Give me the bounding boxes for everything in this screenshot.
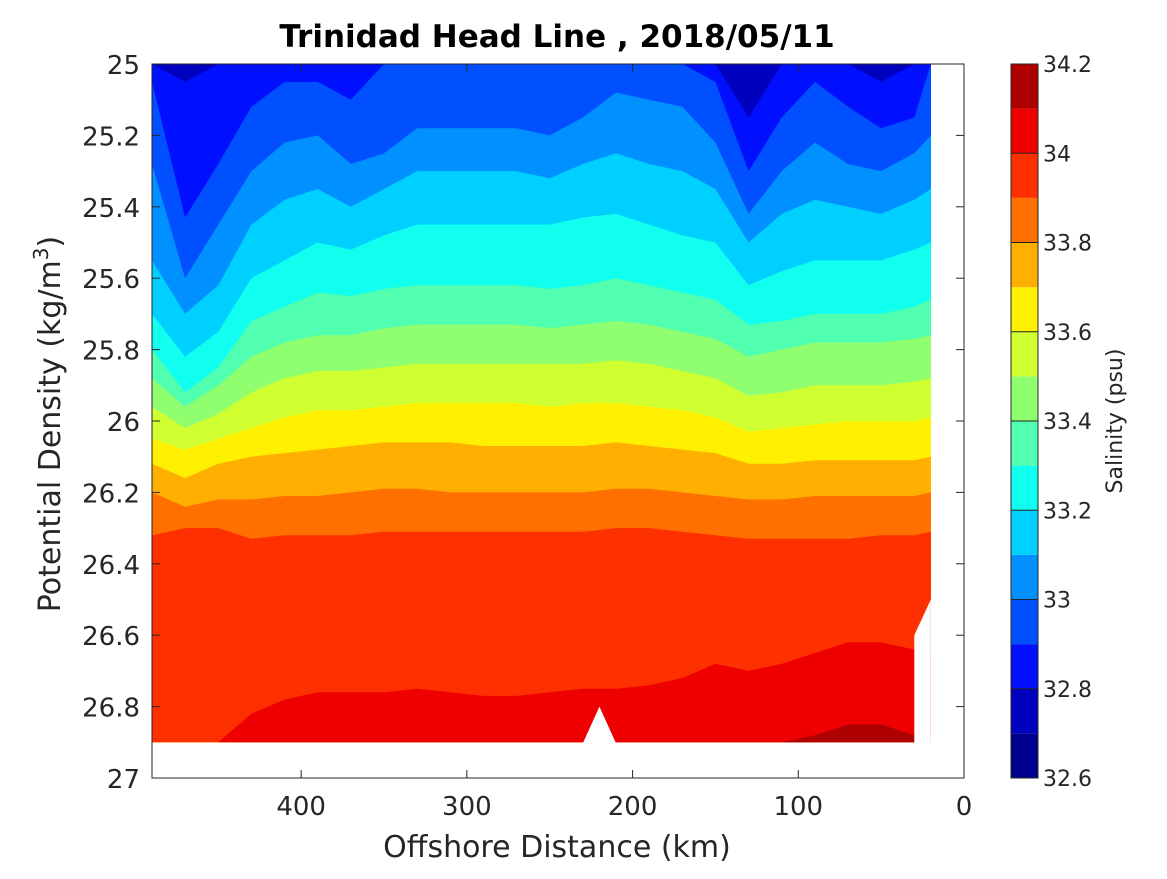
colorbar-swatch-15	[1011, 108, 1038, 154]
data-gap-nearshore	[914, 599, 931, 744]
x-tick-label: 0	[956, 792, 973, 822]
colorbar-tick-label: 33.8	[1043, 232, 1092, 257]
colorbar-swatch-2	[1011, 688, 1038, 734]
y-tick-label: 26	[107, 408, 140, 438]
colorbar-tick-label: 33	[1043, 589, 1071, 614]
x-tick-label: 200	[608, 792, 658, 822]
colorbar-swatch-9	[1011, 376, 1038, 421]
y-axis-label-superscript: 3	[29, 247, 53, 260]
y-tick-label: 25.6	[82, 265, 140, 295]
colorbar-tick-label: 33.2	[1043, 499, 1092, 524]
colorbar-swatch-10	[1011, 331, 1038, 377]
y-tick-label: 25.8	[82, 337, 140, 367]
y-tick-label: 25	[107, 51, 140, 81]
colorbar-swatch-14	[1011, 153, 1038, 198]
colorbar-tick-label: 32.8	[1043, 678, 1092, 703]
data-gap-notch	[582, 706, 616, 744]
y-tick-label: 25.2	[82, 122, 140, 152]
y-axis-label-main: Potential Density (kg/m	[33, 260, 68, 612]
colorbar-swatch-5	[1011, 554, 1038, 600]
colorbar-tick-label: 33.4	[1043, 410, 1092, 435]
colorbar-swatch-3	[1011, 644, 1038, 689]
colorbar-swatch-13	[1011, 197, 1038, 243]
y-tick-label: 27	[107, 765, 140, 795]
colorbar-tick-label: 34	[1043, 142, 1071, 167]
colorbar-swatch-11	[1011, 287, 1038, 332]
axes: 25 25.2 25.4 25.6 25.8 26 26.2 26.4 26.6 26.8 27 40…	[82, 51, 972, 822]
colorbar-swatch-7	[1011, 465, 1038, 511]
contour-plot-area	[152, 64, 931, 744]
colorbar-tick-label: 34.2	[1043, 53, 1092, 78]
y-axis-label: Potential Density (kg/m3)	[29, 236, 68, 612]
colorbar-swatch-8	[1011, 421, 1038, 466]
colorbar-swatch-4	[1011, 599, 1038, 645]
colorbar-label: Salinity (psu)	[1103, 349, 1128, 494]
colorbar: 32.6 32.8 33 33.2 33.4 33.6 33.8 34 34.2	[1010, 53, 1092, 792]
chart-title: Trinidad Head Line , 2018/05/11	[279, 19, 834, 55]
x-axis-label: Offshore Distance (km)	[383, 830, 731, 865]
colorbar-swatch-16	[1011, 64, 1038, 109]
x-tick-label: 300	[442, 792, 492, 822]
contour-band-14	[152, 724, 931, 743]
y-tick-label: 25.4	[82, 194, 140, 224]
colorbar-tick-label: 32.6	[1043, 767, 1092, 792]
y-tick-label: 26.8	[82, 694, 140, 724]
y-tick-label: 26.6	[82, 622, 140, 652]
colorbar-swatch-6	[1011, 510, 1038, 555]
colorbar-swatch-12	[1011, 242, 1038, 288]
y-tick-label: 26.4	[82, 551, 140, 581]
contour-band-13	[152, 642, 931, 743]
colorbar-swatch-1	[1011, 733, 1038, 778]
x-tick-label: 400	[276, 792, 326, 822]
x-tick-label: 100	[773, 792, 823, 822]
y-tick-label: 26.2	[82, 479, 140, 509]
colorbar-tick-label: 33.6	[1043, 321, 1092, 346]
y-axis-label-close: )	[33, 236, 68, 248]
